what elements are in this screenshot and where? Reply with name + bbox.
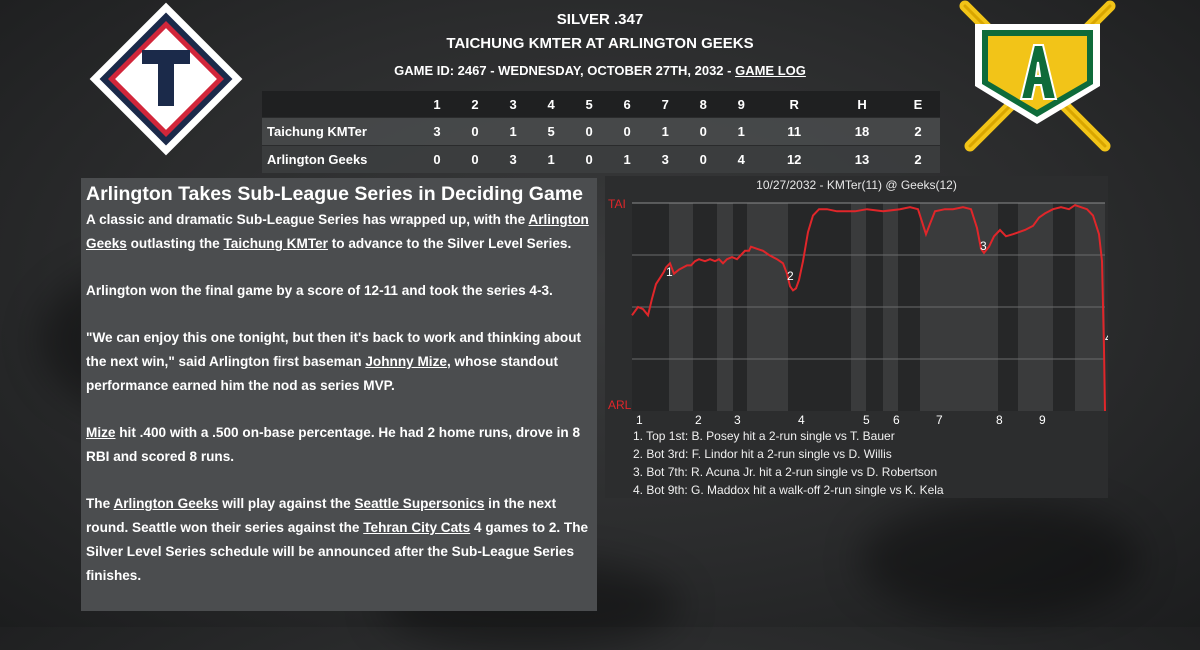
score-cell: 1 bbox=[646, 117, 685, 146]
article-link[interactable]: Seattle Supersonics bbox=[354, 496, 485, 511]
article-text: in the next round. Seattle won their ser… bbox=[86, 496, 557, 535]
score-cell: 1 bbox=[722, 117, 761, 146]
score-cell: 3 bbox=[646, 145, 685, 173]
away-team-logo[interactable] bbox=[86, 2, 246, 157]
score-cell: 0 bbox=[418, 145, 457, 173]
score-cell: 0 bbox=[684, 145, 723, 173]
column-header-9: 9 bbox=[722, 91, 761, 118]
article-text: "We can enjoy this one tonight, but then… bbox=[86, 330, 582, 369]
article-paragraph-5: The Arlington Geeks will play against th… bbox=[86, 492, 592, 588]
score-cell: 1 bbox=[494, 117, 533, 146]
score-cell: 5 bbox=[532, 117, 571, 146]
article-text: will play against the bbox=[218, 496, 355, 511]
play-annotation-2: 2 bbox=[787, 269, 794, 283]
play-note: 4. Bot 9th: G. Maddox hit a walk-off 2-r… bbox=[633, 483, 944, 497]
score-cell: 4 bbox=[722, 145, 761, 173]
play-annotation-4: 4 bbox=[1105, 331, 1108, 345]
column-header-h: H bbox=[828, 91, 896, 118]
play-annotation-1: 1 bbox=[666, 265, 673, 279]
game-id-date: GAME ID: 2467 - WEDNESDAY, OCTOBER 27TH,… bbox=[394, 63, 736, 78]
column-header-5: 5 bbox=[570, 91, 609, 118]
score-cell: 13 bbox=[828, 145, 896, 173]
article-link[interactable]: Arlington Geeks bbox=[86, 212, 589, 251]
score-cell: 11 bbox=[760, 117, 829, 146]
news-article-panel: Arlington Takes Sub-League Series in Dec… bbox=[81, 178, 597, 611]
inning-tick-label: 4 bbox=[798, 413, 805, 426]
score-cell: 3 bbox=[494, 145, 533, 173]
article-text: The bbox=[86, 496, 114, 511]
column-header-r: R bbox=[760, 91, 829, 118]
play-notes-list: 1. Top 1st: B. Posey hit a 2-run single … bbox=[633, 427, 944, 499]
play-note: 1. Top 1st: B. Posey hit a 2-run single … bbox=[633, 429, 895, 443]
article-paragraph-3: "We can enjoy this one tonight, but then… bbox=[86, 326, 592, 398]
score-cell: 1 bbox=[608, 145, 647, 173]
team-name-cell[interactable]: Taichung KMTer bbox=[262, 117, 418, 146]
score-cell: 0 bbox=[456, 117, 495, 146]
inning-tick-label: 7 bbox=[936, 413, 943, 426]
team-column-header bbox=[262, 91, 418, 118]
inning-tick-label: 2 bbox=[695, 413, 702, 426]
score-cell: 0 bbox=[570, 145, 609, 173]
inning-tick-label: 1 bbox=[636, 413, 643, 426]
article-paragraph-1: A classic and dramatic Sub-League Series… bbox=[86, 208, 592, 256]
y-axis-top-label: TAI bbox=[608, 197, 626, 211]
column-header-3: 3 bbox=[494, 91, 533, 118]
article-text: , whose standout performance earned him … bbox=[86, 354, 558, 393]
column-header-4: 4 bbox=[532, 91, 571, 118]
game-log-link[interactable]: GAME LOG bbox=[735, 63, 806, 78]
matchup-heading: TAICHUNG KMTER AT ARLINGTON GEEKS bbox=[446, 35, 754, 52]
column-header-1: 1 bbox=[418, 91, 457, 118]
article-link[interactable]: Mize bbox=[86, 425, 116, 440]
chart-title: 10/27/2032 - KMTer(11) @ Geeks(12) bbox=[756, 178, 957, 192]
score-cell: 1 bbox=[532, 145, 571, 173]
home-team-logo[interactable] bbox=[955, 0, 1120, 155]
score-cell: 2 bbox=[895, 145, 940, 173]
inning-tick-label: 5 bbox=[863, 413, 870, 426]
article-paragraph-2: Arlington won the final game by a score … bbox=[86, 283, 553, 298]
column-header-6: 6 bbox=[608, 91, 647, 118]
win-probability-line bbox=[631, 203, 1106, 412]
play-note: 2. Bot 3rd: F. Lindor hit a 2-run single… bbox=[633, 447, 892, 461]
y-axis-bottom-label: ARL bbox=[608, 398, 632, 412]
score-cell: 12 bbox=[760, 145, 829, 173]
game-info-line: GAME ID: 2467 - WEDNESDAY, OCTOBER 27TH,… bbox=[300, 63, 900, 78]
play-annotation-3: 3 bbox=[980, 239, 987, 253]
score-cell: 18 bbox=[828, 117, 896, 146]
score-cell: 0 bbox=[608, 117, 647, 146]
league-record-heading: SILVER .347 bbox=[556, 11, 644, 28]
score-cell: 2 bbox=[895, 117, 940, 146]
article-link[interactable]: Tehran City Cats bbox=[363, 520, 471, 535]
table-row: Taichung KMTer 3 0 1 5 0 0 1 0 1 11 18 2 bbox=[262, 117, 940, 146]
inning-tick-label: 3 bbox=[734, 413, 741, 426]
score-cell: 0 bbox=[456, 145, 495, 173]
article-text: A classic and dramatic Sub-League Series… bbox=[86, 212, 529, 227]
win-probability-panel: 10/27/2032 - KMTer(11) @ Geeks(12) TAI AR… bbox=[605, 176, 1108, 498]
article-headline: Arlington Takes Sub-League Series in Dec… bbox=[86, 183, 584, 205]
column-header-e: E bbox=[895, 91, 940, 118]
article-text: to advance to the Silver Level Series. bbox=[327, 236, 572, 251]
team-name-cell[interactable]: Arlington Geeks bbox=[262, 145, 418, 173]
article-text: hit .400 with a .500 on-base percentage.… bbox=[86, 425, 581, 464]
score-cell: 0 bbox=[684, 117, 723, 146]
play-note: 3. Bot 7th: R. Acuna Jr. hit a 2-run sin… bbox=[633, 465, 938, 479]
article-paragraph-4: Mize hit .400 with a .500 on-base percen… bbox=[86, 421, 592, 469]
win-probability-chart: TAI ARL 1 2 3 4 5 6 7 8 9 1 2 3 4 bbox=[608, 197, 1108, 426]
article-link[interactable]: Arlington Geeks bbox=[113, 496, 219, 511]
article-text: 4 games to 2. The Silver Level Series sc… bbox=[86, 520, 589, 583]
inning-tick-label: 6 bbox=[893, 413, 900, 426]
inning-tick-label: 8 bbox=[996, 413, 1003, 426]
article-link[interactable]: Johnny Mize bbox=[365, 354, 447, 369]
inning-tick-label: 9 bbox=[1039, 413, 1046, 426]
column-header-2: 2 bbox=[456, 91, 495, 118]
article-text: outlasting the bbox=[126, 236, 224, 251]
score-cell: 0 bbox=[570, 117, 609, 146]
column-header-8: 8 bbox=[684, 91, 723, 118]
column-header-7: 7 bbox=[646, 91, 685, 118]
table-row: Arlington Geeks 0 0 3 1 0 1 3 0 4 12 13 2 bbox=[262, 145, 940, 173]
score-cell: 3 bbox=[418, 117, 457, 146]
article-link[interactable]: Taichung KMTer bbox=[223, 236, 328, 251]
